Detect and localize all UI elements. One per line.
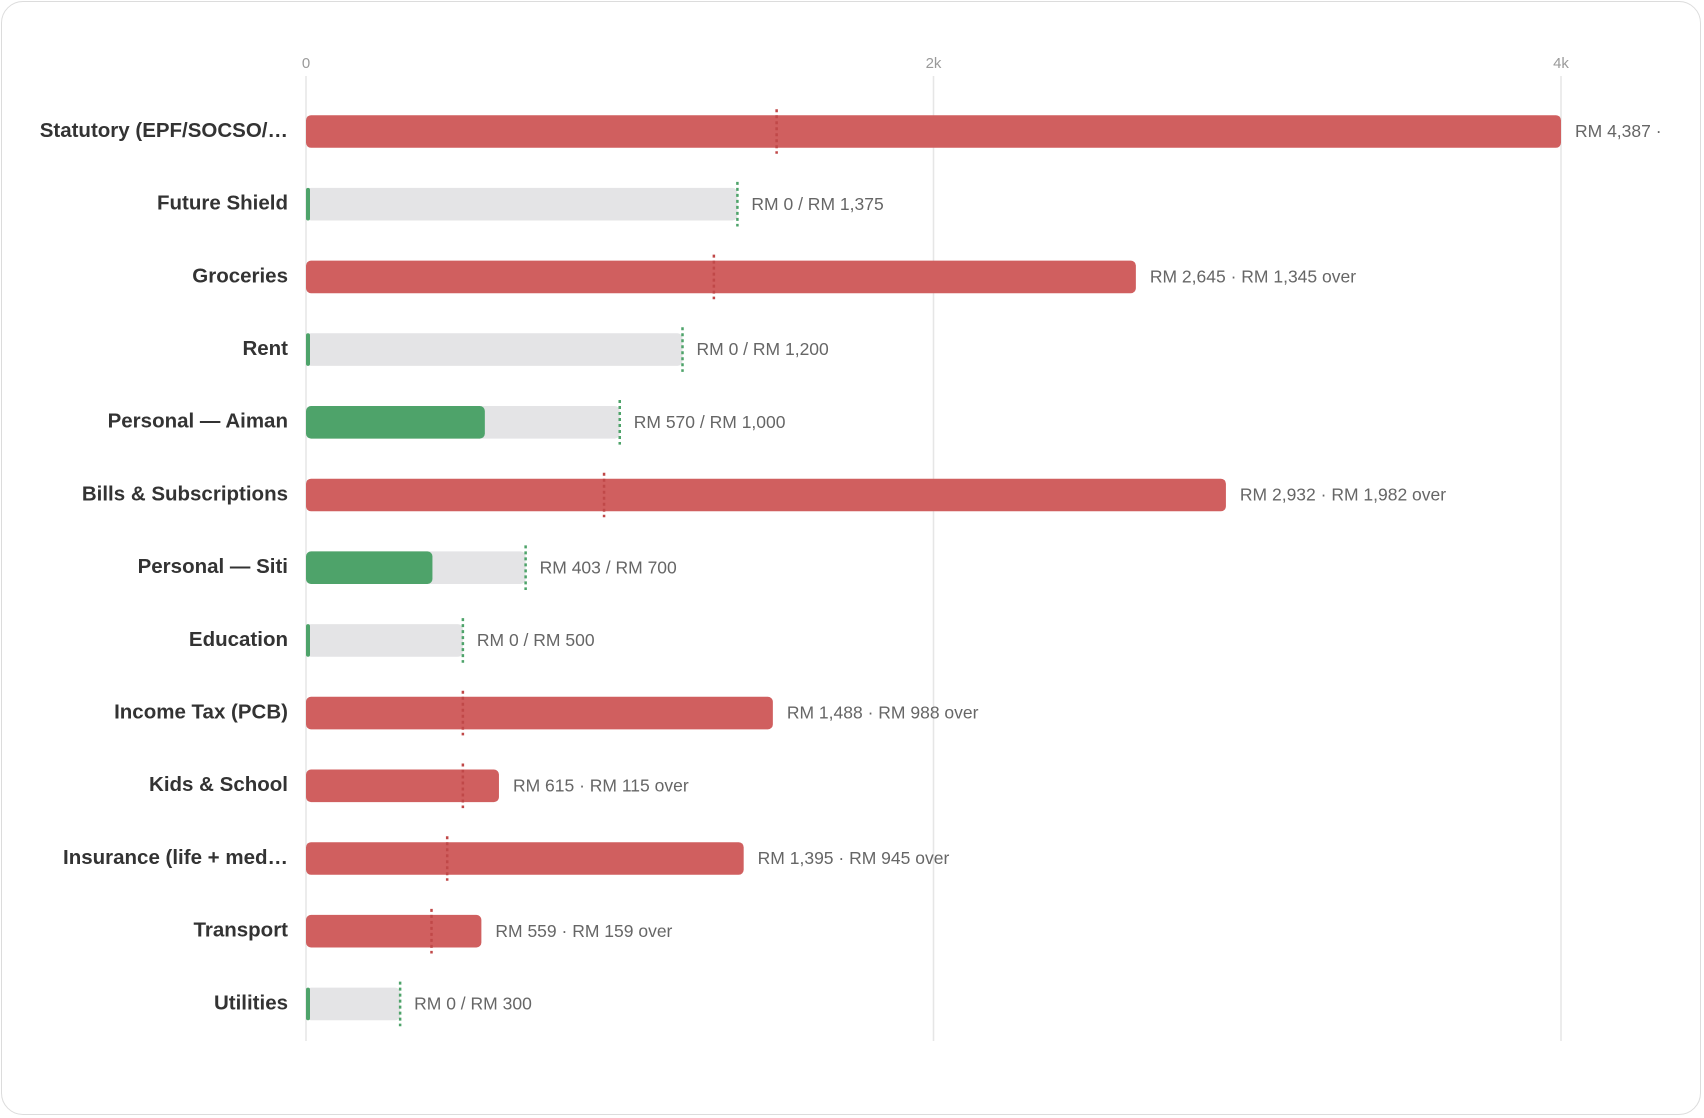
budget-track [306, 187, 738, 221]
bar [306, 551, 433, 584]
value-label: RM 2,932 · RM 1,982 over [1240, 485, 1446, 505]
category-label: Personal — Siti [138, 555, 288, 578]
value-label: RM 570 / RM 1,000 [634, 412, 786, 432]
bar [306, 987, 310, 1021]
bar [306, 333, 310, 366]
value-label: RM 1,395 · RM 945 over [758, 848, 950, 868]
category-label: Future Shield [157, 192, 288, 215]
bar [306, 914, 482, 948]
category-label: Personal — Aiman [108, 410, 288, 433]
bar [306, 478, 1226, 512]
category-label: Statutory (EPF/SOCSO/… [40, 119, 288, 142]
value-label: RM 4,387 · [1575, 121, 1662, 141]
category-label: Bills & Subscriptions [82, 482, 288, 505]
x-tick-label: 0 [302, 55, 310, 72]
bar [306, 624, 310, 657]
x-tick-label: 4k [1553, 55, 1569, 72]
budget-track [306, 987, 401, 1021]
bar [306, 769, 499, 803]
value-label: RM 0 / RM 500 [477, 630, 595, 650]
category-label: Insurance (life + med… [63, 846, 288, 869]
value-label: RM 0 / RM 1,200 [697, 339, 830, 359]
value-label: RM 0 / RM 1,375 [751, 194, 883, 214]
value-label: RM 2,645 · RM 1,345 over [1150, 267, 1356, 287]
bar [306, 115, 1561, 148]
category-label: Transport [193, 919, 288, 942]
bar [306, 842, 744, 875]
bar [306, 406, 485, 439]
value-label: RM 1,488 · RM 988 over [787, 703, 979, 723]
value-label: RM 0 / RM 300 [414, 994, 532, 1014]
bar [306, 187, 310, 221]
category-label: Kids & School [149, 773, 288, 796]
budget-track [306, 333, 683, 366]
bar [306, 260, 1136, 294]
category-label: Utilities [214, 991, 288, 1014]
category-label: Rent [242, 337, 288, 360]
category-label: Groceries [192, 264, 288, 287]
x-tick-label: 2k [926, 55, 942, 72]
category-label: Income Tax (PCB) [114, 701, 288, 724]
value-label: RM 403 / RM 700 [540, 557, 677, 577]
bar [306, 696, 773, 730]
value-label: RM 615 · RM 115 over [513, 775, 689, 795]
category-label: Education [189, 628, 288, 651]
budget-track [306, 624, 463, 657]
value-label: RM 559 · RM 159 over [495, 921, 672, 941]
